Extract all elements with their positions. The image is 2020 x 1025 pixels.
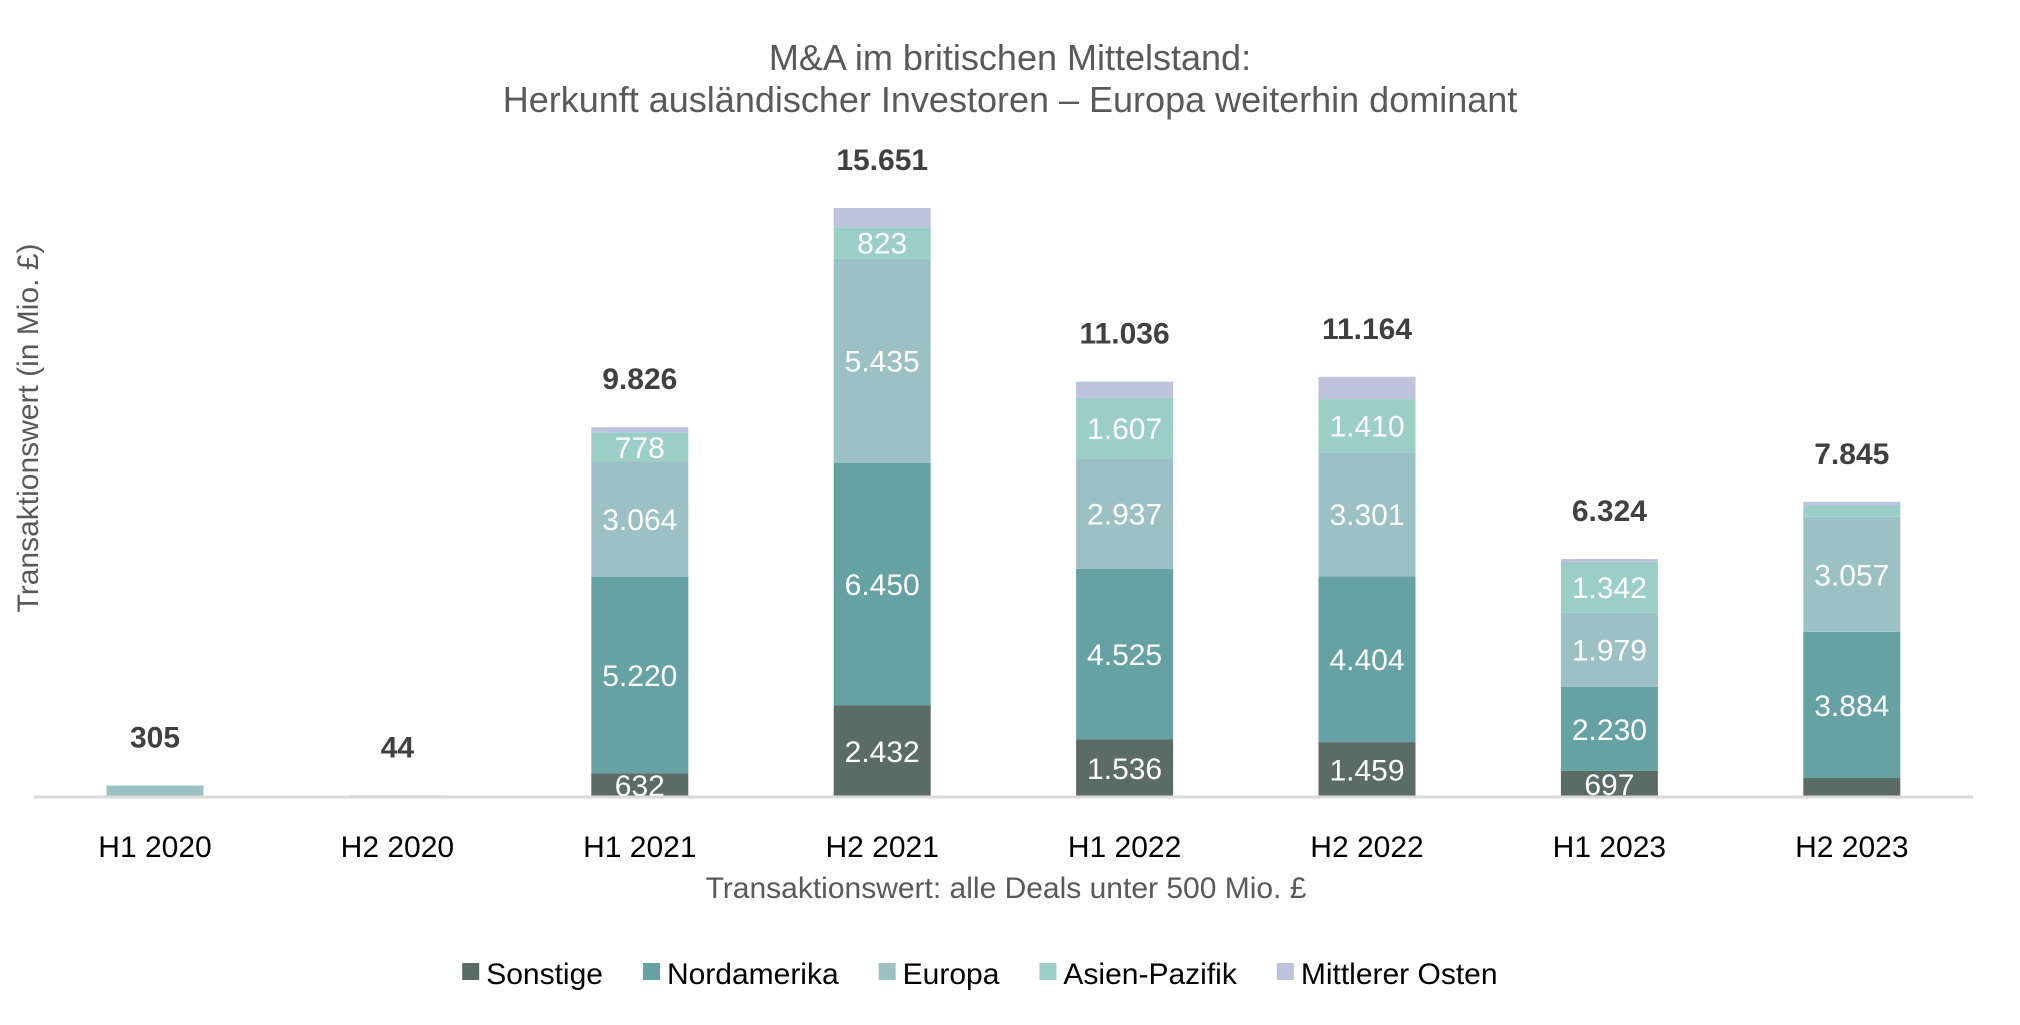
segment-label-sonstige-h2-2021: 2.432 xyxy=(845,736,920,769)
segment-label-nordamerika-h1-2022: 4.525 xyxy=(1087,639,1162,672)
bar-segment-asien-pazifik-h2-2021 xyxy=(833,227,931,259)
category-label-h1-2020: H1 2020 xyxy=(98,831,211,864)
legend-swatch-europa xyxy=(878,963,896,980)
legend-label-asien-pazifik: Asien-Pazifik xyxy=(1063,958,1237,991)
category-label-h2-2020: H2 2020 xyxy=(341,831,454,864)
segment-label-asien-pazifik-h1-2023: 1.342 xyxy=(1572,572,1647,605)
segment-label-europa-h1-2021: 3.064 xyxy=(602,504,677,537)
bar-segment-asien-pazifik-h2-2022 xyxy=(1318,399,1416,453)
segment-label-asien-pazifik-h1-2022: 1.607 xyxy=(1087,413,1162,446)
y-axis-title: Transaktionswert (in Mio. £) xyxy=(12,244,45,613)
legend-label-nordamerika: Nordamerika xyxy=(667,958,839,991)
bar-segment-asien-pazifik-h1-2022 xyxy=(1076,397,1174,459)
bar-segment-europa-h2-2021 xyxy=(833,258,931,463)
segment-label-asien-pazifik-h2-2021: 823 xyxy=(857,228,907,261)
legend-swatch-mittlerer-osten xyxy=(1276,963,1294,980)
segment-label-europa-h2-2022: 3.301 xyxy=(1329,499,1404,532)
category-label-h2-2022: H2 2022 xyxy=(1310,831,1423,864)
segment-label-nordamerika-h2-2022: 4.404 xyxy=(1329,644,1404,677)
legend-label-mittlerer-osten: Mittlerer Osten xyxy=(1301,958,1498,991)
category-labels-group: H1 2020 H2 2020 H1 2021 H2 2021 H1 2022 H2 20… xyxy=(98,831,1908,864)
bar-segment-sonstige-h2-2022 xyxy=(1318,742,1416,797)
bar-segment-sonstige-h2-2021 xyxy=(833,705,931,797)
bar-segment-sonstige-h1-2022 xyxy=(1076,739,1174,797)
total-label-h1-2020: 305 xyxy=(130,722,180,755)
bar-segment-europa-h1-2023 xyxy=(1560,612,1658,687)
legend-swatch-sonstige xyxy=(462,963,480,980)
bar-segment-europa-h1-2021 xyxy=(591,461,689,577)
bar-segment-asien-pazifik-h2-2023 xyxy=(1803,505,1901,517)
total-label-h1-2021: 9.826 xyxy=(602,363,677,396)
total-label-h2-2023: 7.845 xyxy=(1814,438,1889,471)
segment-label-nordamerika-h2-2023: 3.884 xyxy=(1814,690,1889,723)
bar-segment-mittlerer-osten-h1-2023 xyxy=(1560,559,1658,562)
segment-label-nordamerika-h2-2021: 6.450 xyxy=(845,569,920,602)
bar-segment-asien-pazifik-h1-2023 xyxy=(1560,561,1658,613)
legend-item-sonstige[interactable]: Sonstige xyxy=(462,958,603,991)
segment-label-europa-h1-2022: 2.937 xyxy=(1087,499,1162,532)
bar-segment-nordamerika-h2-2023 xyxy=(1803,631,1901,779)
total-label-h2-2021: 15.651 xyxy=(836,144,928,177)
bar-segment-sonstige-h2-2023 xyxy=(1803,778,1901,797)
bar-segment-mittlerer-osten-h1-2022 xyxy=(1076,381,1174,398)
legend: Sonstige Nordamerika Europa Asien-Pazifik Mi… xyxy=(462,958,1498,991)
category-label-h2-2023: H2 2023 xyxy=(1795,831,1908,864)
bar-segment-mittlerer-osten-h2-2022 xyxy=(1318,376,1416,400)
segment-label-asien-pazifik-h1-2021: 778 xyxy=(615,432,665,465)
segment-label-sonstige-h2-2022: 1.459 xyxy=(1329,755,1404,788)
legend-item-mittlerer-osten[interactable]: Mittlerer Osten xyxy=(1276,958,1498,991)
segment-label-europa-h2-2021: 5.435 xyxy=(845,345,920,378)
segment-label-nordamerika-h1-2021: 5.220 xyxy=(602,660,677,693)
total-labels-group: 305 44 9.826 15.651 11.036 11.164 6.324 7.845 xyxy=(130,144,1889,764)
legend-swatch-asien-pazifik xyxy=(1039,963,1057,980)
bar-segment-nordamerika-h1-2023 xyxy=(1560,686,1658,771)
bar-segment-nordamerika-h2-2021 xyxy=(833,462,931,706)
chart-title-line-1: M&A im britischen Mittelstand: xyxy=(769,37,1251,78)
segment-label-europa-h1-2023: 1.979 xyxy=(1572,635,1647,668)
segment-label-sonstige-h1-2022: 1.536 xyxy=(1087,753,1162,786)
total-label-h2-2022: 11.164 xyxy=(1322,313,1412,346)
bar-segment-europa-h1-2020 xyxy=(106,785,204,797)
bar-segment-nordamerika-h2-2022 xyxy=(1318,576,1416,743)
total-label-h2-2020: 44 xyxy=(381,731,415,764)
bar-segment-mittlerer-osten-h1-2021 xyxy=(591,427,689,433)
legend-label-europa: Europa xyxy=(903,958,1000,991)
bar-segment-sonstige-h1-2023 xyxy=(1560,770,1658,797)
bar-segment-nordamerika-h1-2022 xyxy=(1076,568,1174,740)
bar-segment-nordamerika-h1-2021 xyxy=(591,576,689,774)
bar-segment-europa-h2-2023 xyxy=(1803,516,1901,632)
legend-swatch-nordamerika xyxy=(642,963,660,980)
total-label-h1-2022: 11.036 xyxy=(1080,318,1170,351)
bar-segment-asien-pazifik-h1-2021 xyxy=(591,432,689,462)
legend-label-sonstige: Sonstige xyxy=(486,958,603,991)
legend-item-nordamerika[interactable]: Nordamerika xyxy=(642,958,839,991)
bar-segment-europa-h2-2022 xyxy=(1318,452,1416,577)
segment-label-asien-pazifik-h2-2022: 1.410 xyxy=(1329,411,1404,444)
category-label-h1-2021: H1 2021 xyxy=(583,831,696,864)
legend-item-asien-pazifik[interactable]: Asien-Pazifik xyxy=(1039,958,1238,991)
category-label-h1-2022: H1 2022 xyxy=(1068,831,1181,864)
bar-segment-mittlerer-osten-h2-2023 xyxy=(1803,501,1901,506)
bars-group: 6325.2203.0647782.4326.4505.4358231.5364… xyxy=(106,208,1901,803)
segment-label-europa-h2-2023: 3.057 xyxy=(1814,559,1889,592)
segment-label-nordamerika-h1-2023: 2.230 xyxy=(1572,714,1647,747)
bar-segment-sonstige-h1-2021 xyxy=(591,773,689,797)
x-axis-title: Transaktionswert: alle Deals unter 500 M… xyxy=(706,872,1307,905)
legend-item-europa[interactable]: Europa xyxy=(878,958,1000,991)
category-label-h2-2021: H2 2021 xyxy=(825,831,938,864)
total-label-h1-2023: 6.324 xyxy=(1572,495,1647,528)
bar-segment-mittlerer-osten-h2-2021 xyxy=(833,208,931,228)
category-label-h1-2023: H1 2023 xyxy=(1553,831,1666,864)
chart-title-line-2: Herkunft ausländischer Investoren – Euro… xyxy=(503,79,1518,120)
bar-segment-europa-h1-2022 xyxy=(1076,458,1174,569)
